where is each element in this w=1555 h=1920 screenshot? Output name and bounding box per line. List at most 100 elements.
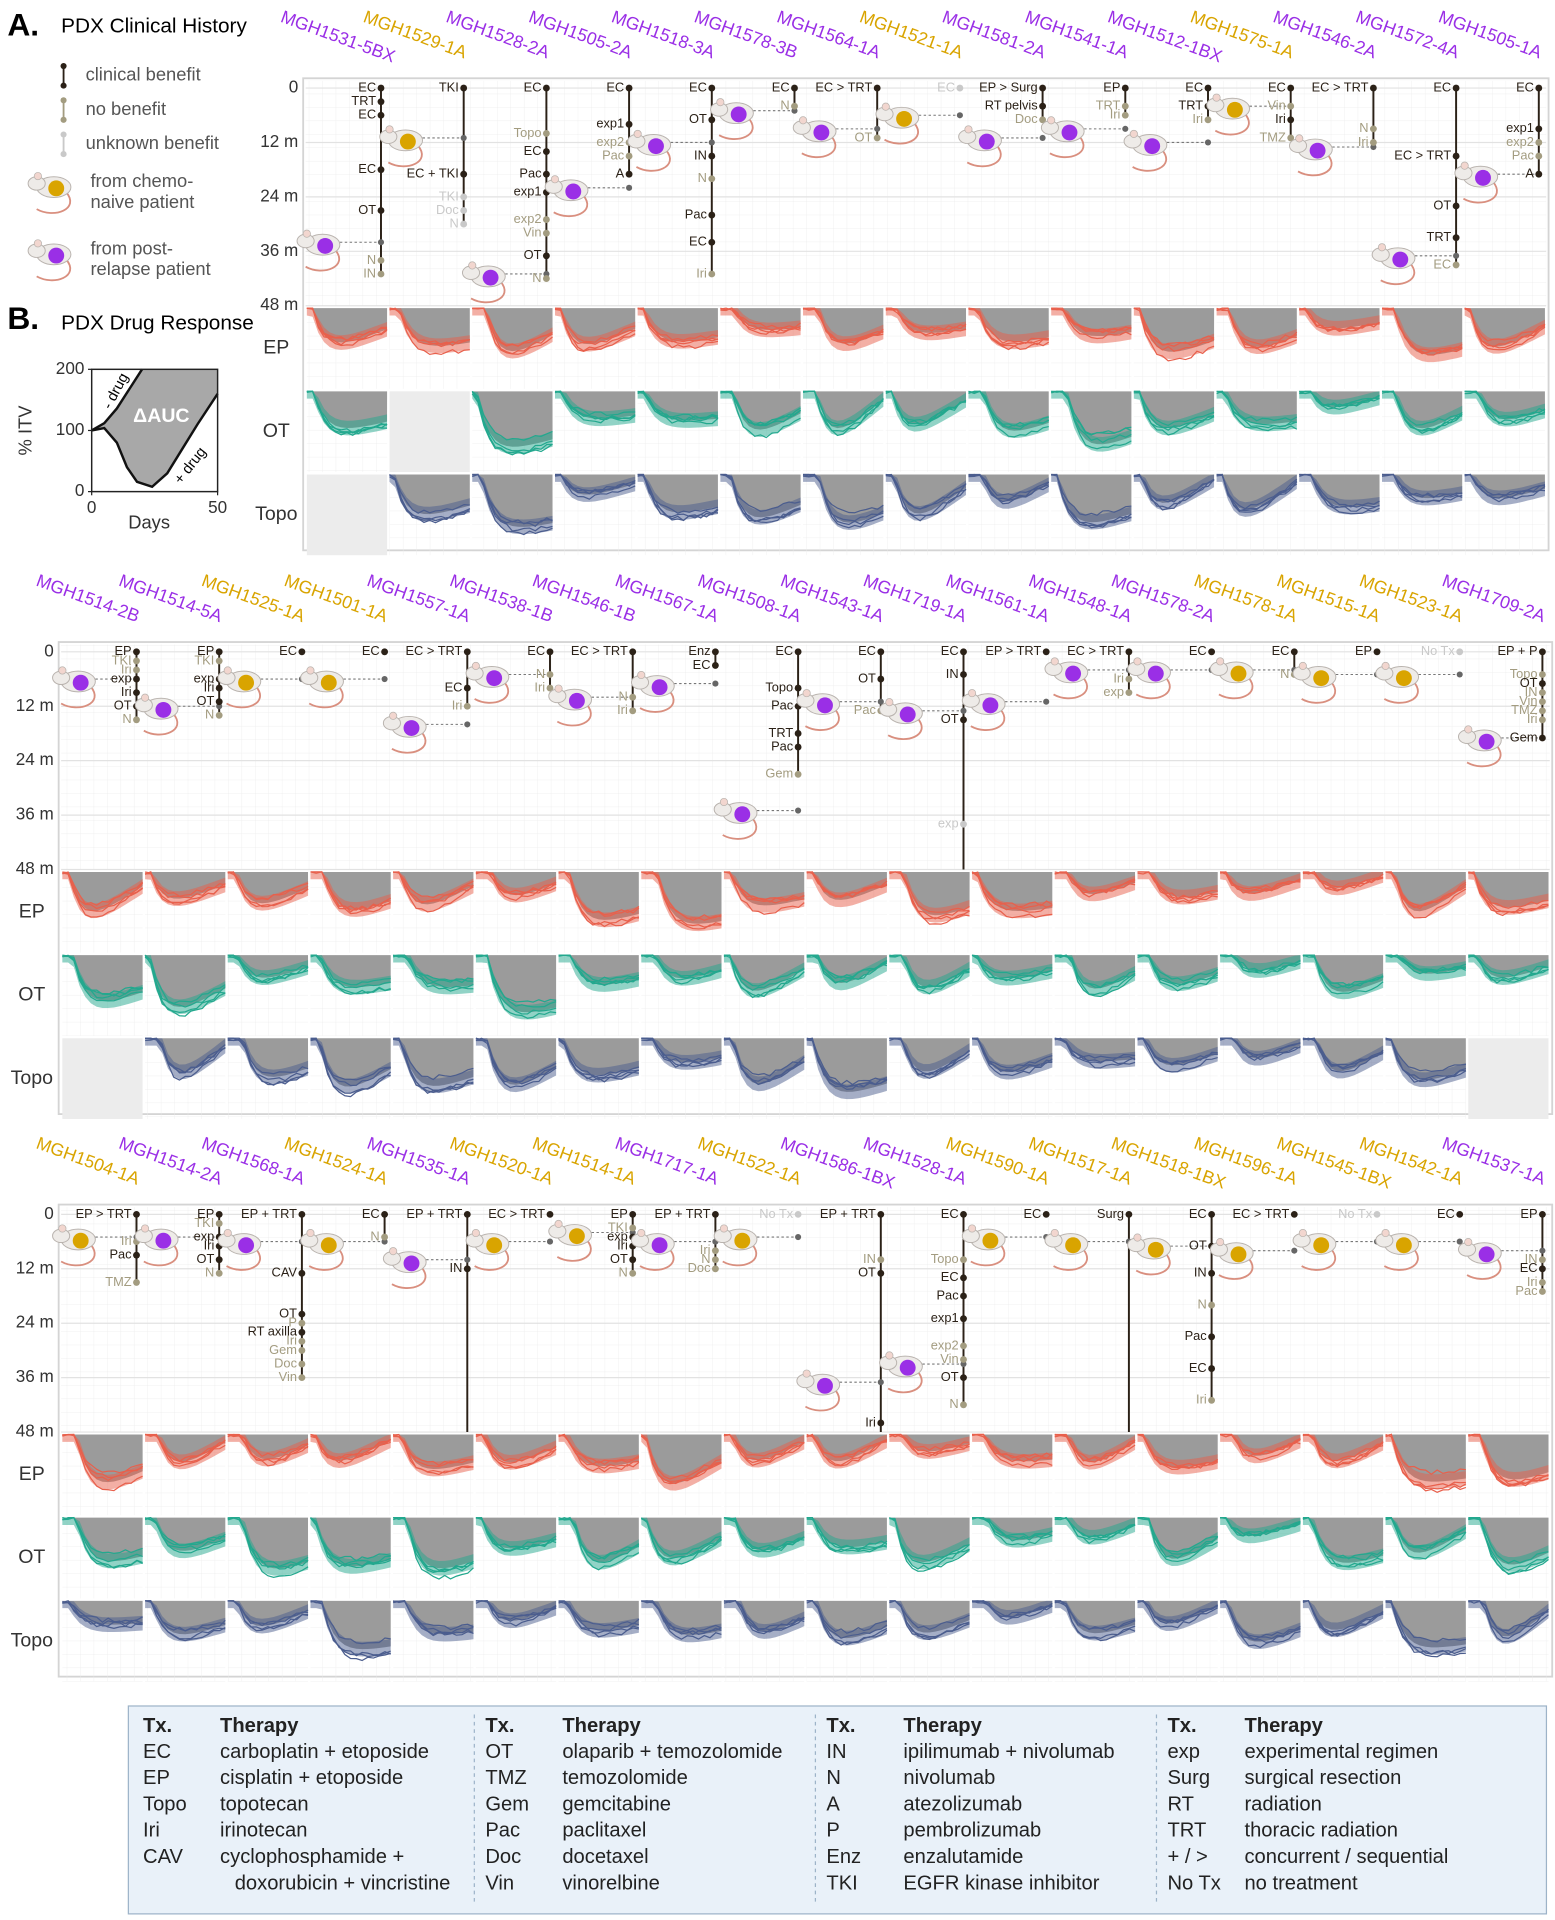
therapy-dot <box>460 220 468 228</box>
therapy-label: Iri <box>617 1238 628 1253</box>
therapy-label: TMZ <box>1259 129 1286 144</box>
response-line <box>1137 871 1218 904</box>
response-line <box>1137 1433 1218 1470</box>
response-band <box>1464 474 1545 506</box>
response-line <box>1464 473 1546 497</box>
response-band <box>720 391 801 437</box>
response-line <box>637 307 719 349</box>
therapy-label: exp2 <box>514 211 542 226</box>
therapy-dot <box>1535 152 1543 160</box>
mouse-ear <box>1129 129 1138 138</box>
therapy-label: EP + TRT <box>655 1206 711 1221</box>
mouse-ear <box>302 229 311 238</box>
therapy-label: TMZ <box>105 1274 132 1289</box>
response-line <box>62 871 144 906</box>
therapy-dot <box>877 675 885 683</box>
mouse-ear <box>881 102 890 111</box>
table-tx: Iri <box>143 1820 160 1842</box>
therapy-dot <box>463 684 471 692</box>
mouse-point <box>1291 1247 1298 1254</box>
therapy-dot <box>711 662 719 669</box>
therapy-dot <box>1456 1210 1464 1218</box>
therapy-dot <box>1535 139 1543 146</box>
response-line <box>558 1600 640 1634</box>
tumor <box>1065 1237 1082 1254</box>
response-line <box>637 391 719 425</box>
therapy-dot <box>1287 134 1295 142</box>
therapy-dot <box>629 648 637 656</box>
mouse-icon <box>879 1351 923 1394</box>
response-line <box>723 1517 805 1549</box>
response-line <box>806 1435 888 1458</box>
tumor <box>1478 1246 1495 1263</box>
mouse-point <box>960 707 967 714</box>
response-line <box>393 871 474 913</box>
therapy-label: TKI <box>608 1219 628 1234</box>
therapy-label: EC <box>527 643 545 658</box>
therapy-label: Pac <box>1512 147 1535 162</box>
therapy-label: EC > TRT <box>815 79 872 94</box>
tumor <box>1230 665 1247 682</box>
therapy-label: N <box>370 1228 379 1243</box>
therapy-dot <box>873 134 881 142</box>
mouse-icon <box>961 689 1006 731</box>
mouse-icon <box>1454 161 1499 204</box>
auc-area <box>1054 1434 1136 1463</box>
response-line <box>968 307 1050 351</box>
response-band <box>806 955 887 991</box>
therapy-dot <box>1538 698 1546 706</box>
tumor <box>482 269 499 286</box>
tumor <box>1392 251 1409 268</box>
therapy-dot <box>542 275 550 282</box>
therapy-label: exp1 <box>596 116 624 131</box>
y-tick-label: 12 m <box>16 696 54 715</box>
mouse-tail <box>1053 1248 1088 1271</box>
therapy-dot <box>1121 84 1129 92</box>
response-line <box>972 1517 1053 1546</box>
therapy-dot <box>1535 170 1543 178</box>
therapy-label: EC <box>1272 643 1290 658</box>
response-line <box>227 871 309 908</box>
response-line <box>472 473 553 532</box>
table-header: Tx. <box>485 1715 514 1737</box>
response-line <box>1385 954 1467 975</box>
therapy-dot <box>960 671 967 678</box>
therapy-dot <box>215 1256 223 1264</box>
therapy-label: P <box>288 1315 297 1330</box>
response-line <box>803 390 884 432</box>
mouse-ear <box>1381 661 1390 670</box>
table-tx: EC <box>143 1741 171 1763</box>
response-line <box>62 1602 143 1623</box>
mouse-tail <box>635 149 671 172</box>
therapy-dot <box>629 1210 637 1218</box>
response-line <box>1302 871 1384 892</box>
therapy-label: EP <box>114 643 131 658</box>
mouse-tail <box>387 144 423 168</box>
mouse-ear <box>637 670 646 680</box>
response-band <box>889 1434 970 1459</box>
table-therapy: vinorelbine <box>562 1872 659 1894</box>
response-line <box>1385 1433 1466 1476</box>
legend-dot <box>60 97 67 104</box>
response-line <box>1385 1433 1467 1490</box>
mouse-ear <box>550 175 559 184</box>
therapy-dot <box>791 102 798 110</box>
response-line <box>392 954 474 989</box>
therapy-dot <box>1042 1210 1050 1218</box>
therapy-dot <box>1125 648 1133 656</box>
response-line <box>1302 871 1384 888</box>
response-line <box>475 1517 557 1551</box>
response-line <box>310 1433 391 1464</box>
missing-cell <box>62 1038 143 1119</box>
axis-label: % ITV <box>15 405 36 456</box>
therapy-dot <box>460 84 468 92</box>
row-label: EP <box>19 1463 45 1485</box>
therapy-label: Iri <box>452 698 463 713</box>
mouse-icon <box>961 1224 1006 1267</box>
response-band <box>1137 1600 1218 1632</box>
response-line <box>723 1517 805 1553</box>
response-line <box>972 1600 1053 1618</box>
therapy-label: OT <box>1189 1238 1207 1253</box>
mouse-icon <box>1127 657 1171 700</box>
